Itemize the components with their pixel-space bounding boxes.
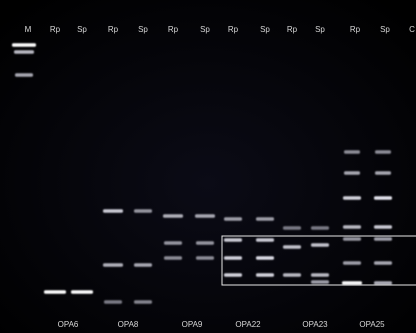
band	[256, 256, 274, 260]
band	[164, 256, 182, 260]
primer-label: OPA6	[58, 320, 79, 329]
band	[134, 263, 152, 267]
band	[342, 281, 362, 285]
lane-label: Rp	[168, 25, 179, 34]
band	[12, 43, 36, 47]
band	[224, 217, 242, 221]
lane-label: M	[25, 25, 32, 34]
primer-label: OPA23	[302, 320, 328, 329]
band	[343, 196, 361, 200]
lane-label: Rp	[287, 25, 298, 34]
band	[224, 273, 242, 277]
lane-label: Sp	[315, 25, 325, 34]
band	[311, 280, 329, 284]
band	[103, 209, 123, 213]
band	[196, 241, 214, 245]
lane-label: Sp	[380, 25, 390, 34]
band	[283, 245, 301, 249]
band	[44, 290, 66, 294]
lane-label: Rp	[228, 25, 239, 34]
band	[374, 281, 392, 285]
band	[256, 238, 274, 242]
band	[196, 256, 214, 260]
lane-label: Rp	[50, 25, 61, 34]
band	[311, 243, 329, 247]
lane-label: Sp	[77, 25, 87, 34]
band	[344, 171, 360, 175]
band	[311, 273, 329, 277]
primer-label: OPA22	[235, 320, 261, 329]
band	[311, 226, 329, 230]
band	[343, 237, 361, 241]
band	[164, 241, 182, 245]
primer-label: OPA8	[118, 320, 139, 329]
band	[224, 238, 242, 242]
band	[163, 214, 183, 218]
gel-image: M Rp Sp Rp Sp Rp Sp Rp Sp Rp Sp Rp Sp C OPA6 OPA8 OPA9 OP…	[0, 0, 416, 333]
band	[256, 273, 274, 277]
band	[375, 150, 391, 154]
band	[103, 263, 123, 267]
band	[134, 209, 152, 213]
band	[374, 261, 392, 265]
primer-label: OPA25	[359, 320, 385, 329]
band	[283, 226, 301, 230]
primer-label: OPA9	[182, 320, 203, 329]
lane-label: C	[409, 25, 415, 34]
band	[374, 196, 392, 200]
band	[14, 50, 34, 54]
lane-label: Rp	[108, 25, 119, 34]
band	[134, 300, 152, 304]
band	[104, 300, 122, 304]
band	[195, 214, 215, 218]
band	[15, 73, 33, 77]
lane-label: Sp	[200, 25, 210, 34]
band	[343, 261, 361, 265]
band	[374, 225, 392, 229]
lane-label: Sp	[138, 25, 148, 34]
band	[343, 225, 361, 229]
lane-label: Rp	[350, 25, 361, 34]
band	[224, 256, 242, 260]
band	[375, 171, 391, 175]
band	[283, 273, 301, 277]
band	[344, 150, 360, 154]
band	[256, 217, 274, 221]
band	[71, 290, 93, 294]
lane-label: Sp	[260, 25, 270, 34]
band	[374, 237, 392, 241]
